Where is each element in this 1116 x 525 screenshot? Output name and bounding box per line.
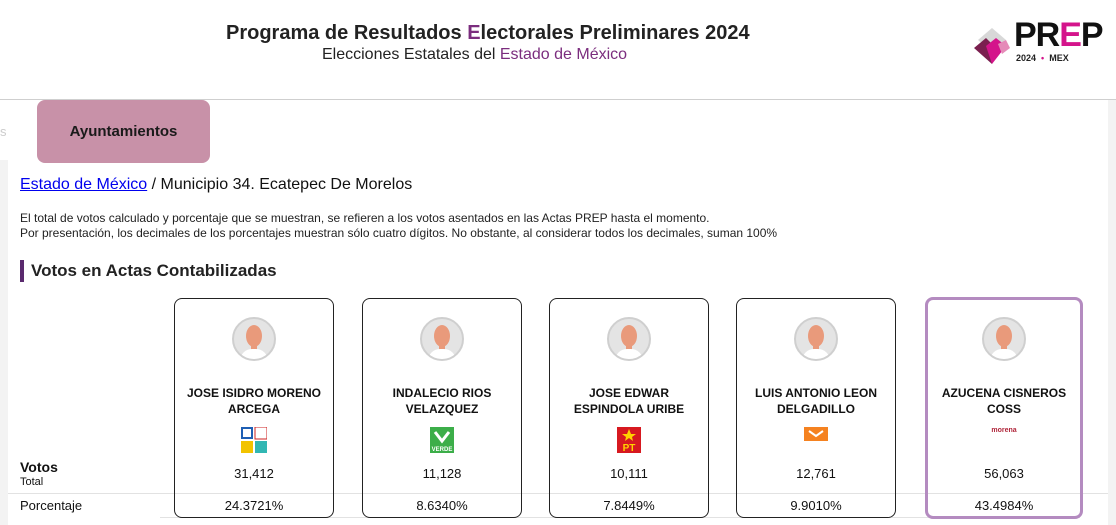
candidate-card[interactable]: LUIS ANTONIO LEON DELGADILLO 12,761 9.9010… [736, 298, 896, 518]
party-logo-icon [241, 427, 267, 453]
title-text-end: lectorales Preliminares 2024 [480, 22, 750, 44]
breadcrumb-separator: / [147, 176, 161, 193]
party-logo-icon: PT [617, 427, 641, 453]
tab-ayuntamientos[interactable]: Ayuntamientos [37, 100, 210, 163]
breadcrumb: Estado de México / Municipio 34. Ecatepe… [20, 176, 412, 194]
breadcrumb-link-estado[interactable]: Estado de México [20, 176, 148, 193]
svg-text:PT: PT [623, 443, 636, 453]
party-logo-icon: VERDE [430, 427, 454, 453]
subtitle-text: Elecciones Estatales del [322, 46, 500, 63]
candidate-percent: 43.4984% [974, 498, 1034, 513]
row-label-porcentaje: Porcentaje [20, 498, 83, 513]
candidate-card[interactable]: INDALECIO RIOS VELAZQUEZ VERDE 11,128 8.634… [362, 298, 522, 518]
row-divider [8, 493, 1108, 494]
candidate-votes: 56,063 [984, 466, 1024, 481]
candidate-votes: 12,761 [796, 466, 836, 481]
logo-word: PREP [1014, 16, 1104, 54]
party-logo-icon [804, 427, 828, 441]
breadcrumb-current: Municipio 34. Ecatepec De Morelos [160, 176, 413, 193]
info-note: El total de votos calculado y porcentaje… [20, 211, 777, 241]
party-logo-icon: morena [991, 427, 1017, 434]
candidate-votes: 31,412 [234, 466, 274, 481]
header: Programa de Resultados Electorales Preli… [0, 0, 1116, 100]
prep-logo[interactable]: PREP 2024 • MEX [972, 16, 1107, 70]
candidate-card[interactable]: AZUCENA CISNEROS COSS morena 56,063 43.4984… [925, 297, 1083, 519]
candidate-name: INDALECIO RIOS VELAZQUEZ [392, 386, 492, 416]
note-line: Por presentación, los decimales de los p… [20, 226, 778, 240]
row-label-total: Total [20, 476, 44, 488]
right-gutter [1108, 100, 1116, 525]
candidate-card[interactable]: JOSE ISIDRO MORENO ARCEGA 31,412 24.3721% [174, 298, 334, 518]
candidate-name: JOSE ISIDRO MORENO ARCEGA [186, 386, 322, 416]
avatar-icon [420, 317, 464, 361]
svg-text:VERDE: VERDE [432, 447, 453, 453]
row-label-votos: Votos [20, 459, 58, 475]
title-highlight: E [467, 22, 481, 44]
candidate-percent: 9.9010% [790, 498, 842, 513]
page-subtitle: Elecciones Estatales del Estado de Méxic… [322, 46, 627, 64]
logo-sub: 2024 • MEX [1016, 53, 1069, 63]
candidate-name: JOSE EDWAR ESPINDOLA URIBE [573, 386, 685, 416]
page-title: Programa de Resultados Electorales Preli… [226, 22, 750, 45]
avatar-icon [982, 317, 1026, 361]
left-gutter [0, 160, 8, 525]
candidate-name: AZUCENA CISNEROS COSS [941, 386, 1067, 416]
prep-logo-icon [974, 28, 1010, 64]
subtitle-highlight: Estado de México [499, 46, 628, 63]
title-text: Programa de Resultados [226, 22, 468, 44]
candidate-votes: 11,128 [422, 466, 462, 481]
candidate-votes: 10,111 [610, 466, 648, 481]
candidate-name: LUIS ANTONIO LEON DELGADILLO [754, 386, 877, 416]
avatar-icon [232, 317, 276, 361]
candidate-percent: 8.6340% [416, 498, 468, 513]
candidate-percent: 7.8449% [603, 498, 655, 513]
candidate-card[interactable]: JOSE EDWAR ESPINDOLA URIBE PT 10,111 7.8449… [549, 298, 709, 518]
avatar-icon [794, 317, 838, 361]
avatar-icon [607, 317, 651, 361]
tab-previous-partial[interactable]: s [0, 124, 7, 139]
candidate-percent: 24.3721% [224, 498, 284, 513]
note-line: El total de votos calculado y porcentaje… [20, 211, 710, 225]
section-title: Votos en Actas Contabilizadas [20, 260, 277, 282]
